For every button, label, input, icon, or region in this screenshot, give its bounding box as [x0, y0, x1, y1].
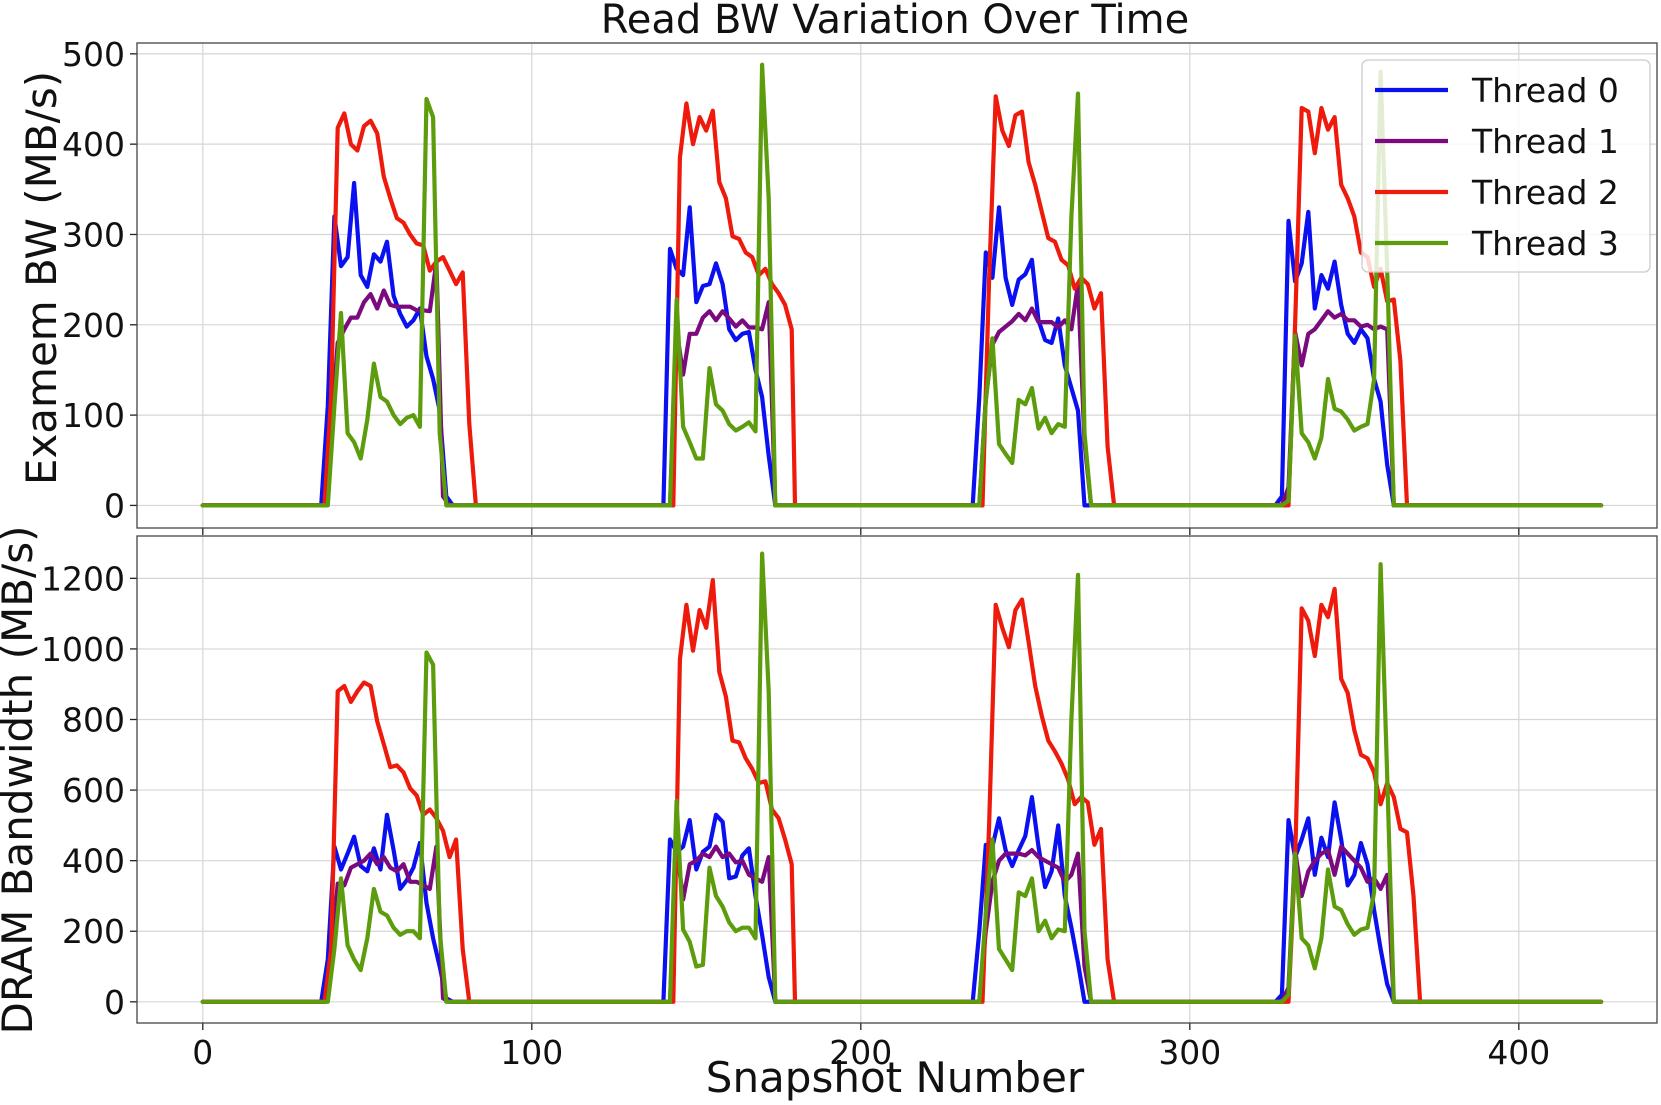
x-axis-label: Snapshot Number: [706, 1053, 1085, 1102]
y-tick-label: 1000: [41, 630, 125, 669]
y-tick-label: 200: [62, 912, 125, 951]
grid-bottom: [137, 536, 1657, 1023]
x-tick-label: 200: [829, 1033, 892, 1072]
y-tick-label: 300: [62, 215, 125, 254]
y-tick-label: 500: [62, 35, 125, 74]
legend: Thread 0 Thread 1 Thread 2 Thread 3: [1361, 59, 1651, 273]
x-tick-label: 300: [1158, 1033, 1221, 1072]
y-tick-label: 400: [62, 125, 125, 164]
chart-title: Read BW Variation Over Time: [601, 0, 1190, 43]
plot-frame-top: [136, 42, 1658, 529]
y-axis-label-bottom: DRAM Bandwidth (MB/s): [0, 526, 42, 1035]
panel-top: Examem BW (MB/s) 0 100 200 300 400 500 Thread …: [17, 35, 1658, 535]
legend-label: Thread 2: [1471, 173, 1619, 212]
x-tick-label: 400: [1487, 1033, 1550, 1072]
y-tick-label: 600: [62, 771, 125, 810]
legend-box: [1361, 59, 1651, 273]
plot-frame-bottom: [136, 535, 1658, 1024]
x-tick-label: 0: [192, 1033, 213, 1072]
panel-bottom: DRAM Bandwidth (MB/s) 020040060080010001…: [0, 526, 1658, 1072]
legend-label: Thread 1: [1471, 122, 1619, 161]
legend-label: Thread 3: [1471, 224, 1619, 263]
y-tick-label: 800: [62, 701, 125, 740]
series-line-thread-3-bottom: [200, 551, 1604, 1004]
y-tick-label: 200: [62, 306, 125, 345]
y-tick-label: 100: [62, 396, 125, 435]
series-line-thread-0-bottom: [200, 795, 1604, 1004]
series-line-thread-2-top: [200, 94, 1604, 508]
series-line-thread-3-top: [200, 62, 1604, 508]
legend-label: Thread 0: [1471, 71, 1619, 110]
y-axis-label-top: Examem BW (MB/s): [17, 71, 66, 485]
y-tick-label: 1200: [41, 559, 125, 598]
y-tick-label: 0: [104, 983, 125, 1022]
y-tick-label: 400: [62, 842, 125, 881]
x-tick-label: 100: [500, 1033, 563, 1072]
series-line-thread-0-top: [200, 180, 1604, 508]
y-tick-label: 0: [104, 486, 125, 525]
